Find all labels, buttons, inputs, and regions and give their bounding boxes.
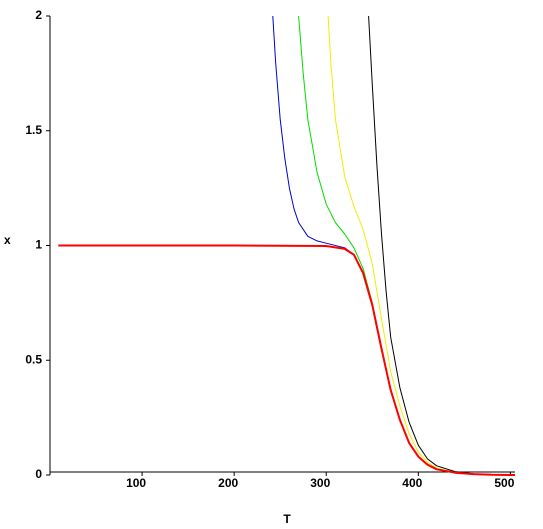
series-line	[368, 15, 516, 476]
y-tick-label: 1	[35, 238, 42, 252]
x-axis-label: T	[283, 512, 291, 526]
x-tick-label: 100	[126, 476, 146, 490]
y-axis-label: x	[4, 233, 11, 247]
x-tick-label: 200	[218, 476, 238, 490]
x-tick-label: 400	[402, 476, 422, 490]
y-tick-label: 0.5	[25, 352, 42, 366]
y-tick-label: 1.5	[25, 123, 42, 137]
series-line	[58, 244, 516, 476]
y-tick-label: 2	[35, 8, 42, 22]
y-tick-label: 0	[35, 467, 42, 481]
series-line	[298, 15, 516, 476]
x-tick-label: 500	[494, 476, 514, 490]
series-line	[327, 15, 516, 476]
x-tick-label: 300	[310, 476, 330, 490]
